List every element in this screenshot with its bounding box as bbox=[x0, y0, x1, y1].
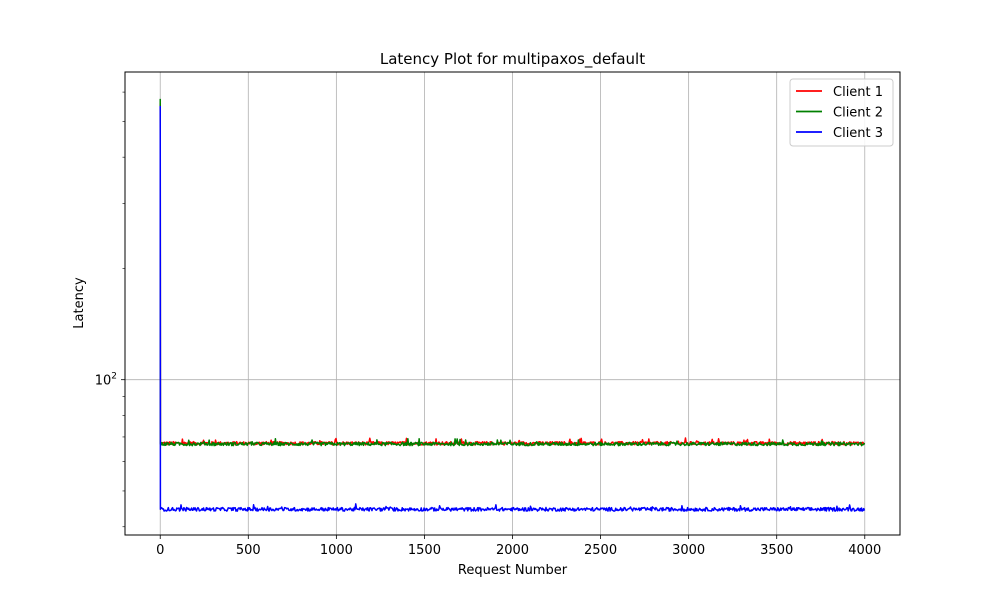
x-tick-label: 2000 bbox=[496, 543, 529, 558]
legend: Client 1 Client 2 Client 3 bbox=[789, 78, 894, 147]
series-lines bbox=[159, 98, 866, 512]
legend-label-3: Client 3 bbox=[833, 126, 883, 141]
chart-title: Latency Plot for multipaxos_default bbox=[380, 50, 645, 69]
x-tick-label: 4000 bbox=[848, 543, 881, 558]
x-tick-label: 1500 bbox=[408, 543, 441, 558]
x-tick-label: 500 bbox=[236, 543, 261, 558]
legend-box bbox=[789, 78, 894, 147]
x-tick-label: 3000 bbox=[672, 543, 705, 558]
y-axis-label: Latency bbox=[72, 277, 87, 329]
x-tick-label: 1000 bbox=[320, 543, 353, 558]
x-tick-label: 2500 bbox=[584, 543, 617, 558]
x-axis-label: Request Number bbox=[458, 563, 568, 578]
y-tick-label: 102 bbox=[95, 372, 117, 389]
series-line-2 bbox=[159, 98, 866, 447]
legend-label-1: Client 1 bbox=[833, 85, 883, 100]
legend-label-2: Client 2 bbox=[833, 106, 883, 121]
x-tick-label: 0 bbox=[156, 543, 164, 558]
series-line-3 bbox=[159, 106, 866, 512]
x-tick-label: 3500 bbox=[760, 543, 793, 558]
grid bbox=[125, 72, 900, 535]
axes: 0 500 1000 1500 2000 2500 3000 3500 4000 102 bbox=[95, 91, 881, 558]
